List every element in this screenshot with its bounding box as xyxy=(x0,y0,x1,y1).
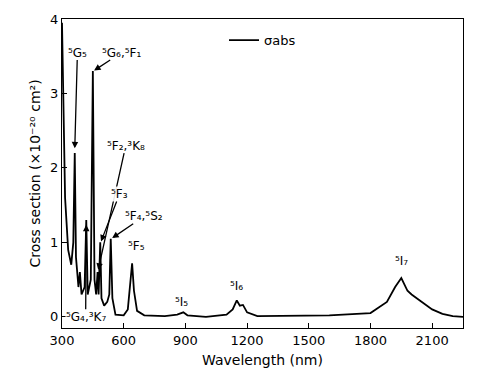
svg-text:Wavelength (nm): Wavelength (nm) xyxy=(202,352,323,368)
svg-text:⁵F₄,⁵S₂: ⁵F₄,⁵S₂ xyxy=(125,209,163,223)
svg-text:900: 900 xyxy=(173,333,198,348)
svg-text:⁵F₃: ⁵F₃ xyxy=(111,187,128,201)
svg-text:0: 0 xyxy=(50,309,58,324)
svg-text:⁵F₂,³K₈: ⁵F₂,³K₈ xyxy=(107,139,145,153)
svg-text:600: 600 xyxy=(111,333,136,348)
svg-text:σabs: σabs xyxy=(264,33,295,48)
svg-text:⁵I₆: ⁵I₆ xyxy=(230,279,243,293)
svg-text:⁵G₅: ⁵G₅ xyxy=(68,46,87,60)
svg-text:Cross section (×10⁻²⁰ cm²): Cross section (×10⁻²⁰ cm²) xyxy=(27,79,43,267)
svg-text:⁵F₅: ⁵F₅ xyxy=(128,239,145,253)
svg-text:1800: 1800 xyxy=(354,333,387,348)
svg-text:300: 300 xyxy=(50,333,75,348)
svg-text:⁵G₄,³K₇: ⁵G₄,³K₇ xyxy=(66,310,106,324)
svg-text:⁵G₆,⁵F₁: ⁵G₆,⁵F₁ xyxy=(102,46,141,60)
svg-text:4: 4 xyxy=(50,12,58,27)
svg-text:1500: 1500 xyxy=(292,333,325,348)
svg-text:⁵I₇: ⁵I₇ xyxy=(395,254,408,268)
svg-text:3: 3 xyxy=(50,86,58,101)
svg-text:1: 1 xyxy=(50,235,58,250)
svg-text:⁵I₅: ⁵I₅ xyxy=(175,295,188,309)
svg-text:2100: 2100 xyxy=(416,333,449,348)
svg-text:1200: 1200 xyxy=(231,333,264,348)
svg-text:2: 2 xyxy=(50,160,58,175)
